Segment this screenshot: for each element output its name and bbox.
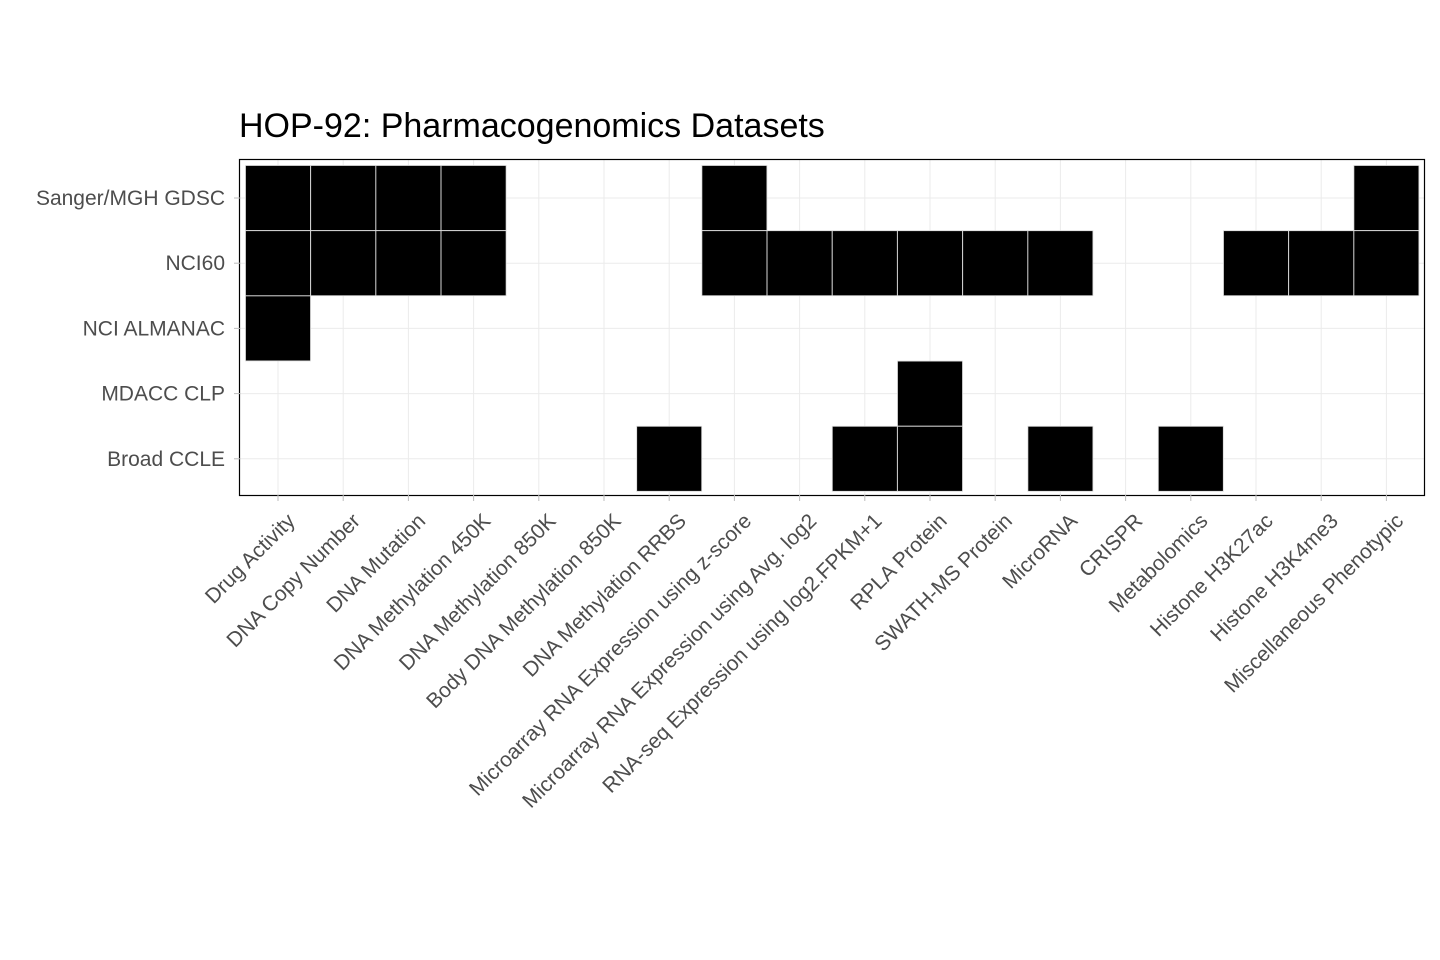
heatmap-cell-broad-ccle-rpla-protein [897,425,963,492]
heatmap-cell-nci-almanac-drug-activity [245,295,311,362]
heatmap-cell-nci60-dna-copy-number [310,230,377,297]
heatmap-cell-sanger-mgh-gdsc-miscellaneous-phenotypic [1353,165,1420,231]
heatmap-cell-nci60-dna-methylation-450k [440,230,507,297]
heatmap-cell-nci60-rna-seq-expression-using-log2-fpkm-1 [831,230,898,297]
y-tick-label: NCI60 [165,252,225,275]
heatmap-cells [245,165,1420,492]
y-axis: Sanger/MGH GDSC NCI60 NCI ALMANAC MDACC CLP… [36,187,240,471]
heatmap-cell-nci60-rpla-protein [897,230,963,297]
heatmap-cell-nci60-histone-h3k27ac [1223,230,1289,297]
heatmap-cell-broad-ccle-dna-methylation-rrbs [636,425,703,492]
heatmap-cell-nci60-microrna [1027,230,1094,297]
heatmap-cell-nci60-miscellaneous-phenotypic [1353,230,1420,297]
heatmap-cell-nci60-microarray-rna-expression-using-z-score [701,230,768,297]
heatmap-cell-sanger-mgh-gdsc-dna-copy-number [310,165,377,231]
chart-title: HOP-92: Pharmacogenomics Datasets [239,107,825,145]
heatmap-cell-sanger-mgh-gdsc-dna-methylation-450k [440,165,507,231]
panel-border [238,158,1426,497]
heatmap-cell-nci60-swath-ms-protein [962,230,1029,297]
y-tick-label: MDACC CLP [101,383,225,406]
heatmap-cell-nci60-microarray-rna-expression-using-avg-log2 [766,230,833,297]
y-tick-label: NCI ALMANAC [83,317,225,340]
heatmap-cell-broad-ccle-metabolomics [1157,425,1224,492]
heatmap-cell-sanger-mgh-gdsc-dna-mutation [375,165,442,231]
heatmap-cell-sanger-mgh-gdsc-drug-activity [245,165,311,231]
heatmap-cell-broad-ccle-rna-seq-expression-using-log2-fpkm-1 [831,425,898,492]
y-tick-label: Sanger/MGH GDSC [36,187,225,210]
heatmap-cell-nci60-drug-activity [245,230,311,297]
y-tick-label: Broad CCLE [107,448,225,471]
heatmap-cell-nci60-dna-mutation [375,230,442,297]
heatmap-cell-broad-ccle-microrna [1027,425,1094,492]
heatmap-cell-mdacc-clp-rpla-protein [897,360,963,427]
heatmap-cell-sanger-mgh-gdsc-microarray-rna-expression-using-z-score [701,165,768,231]
heatmap-cell-nci60-histone-h3k4me3 [1288,230,1355,297]
